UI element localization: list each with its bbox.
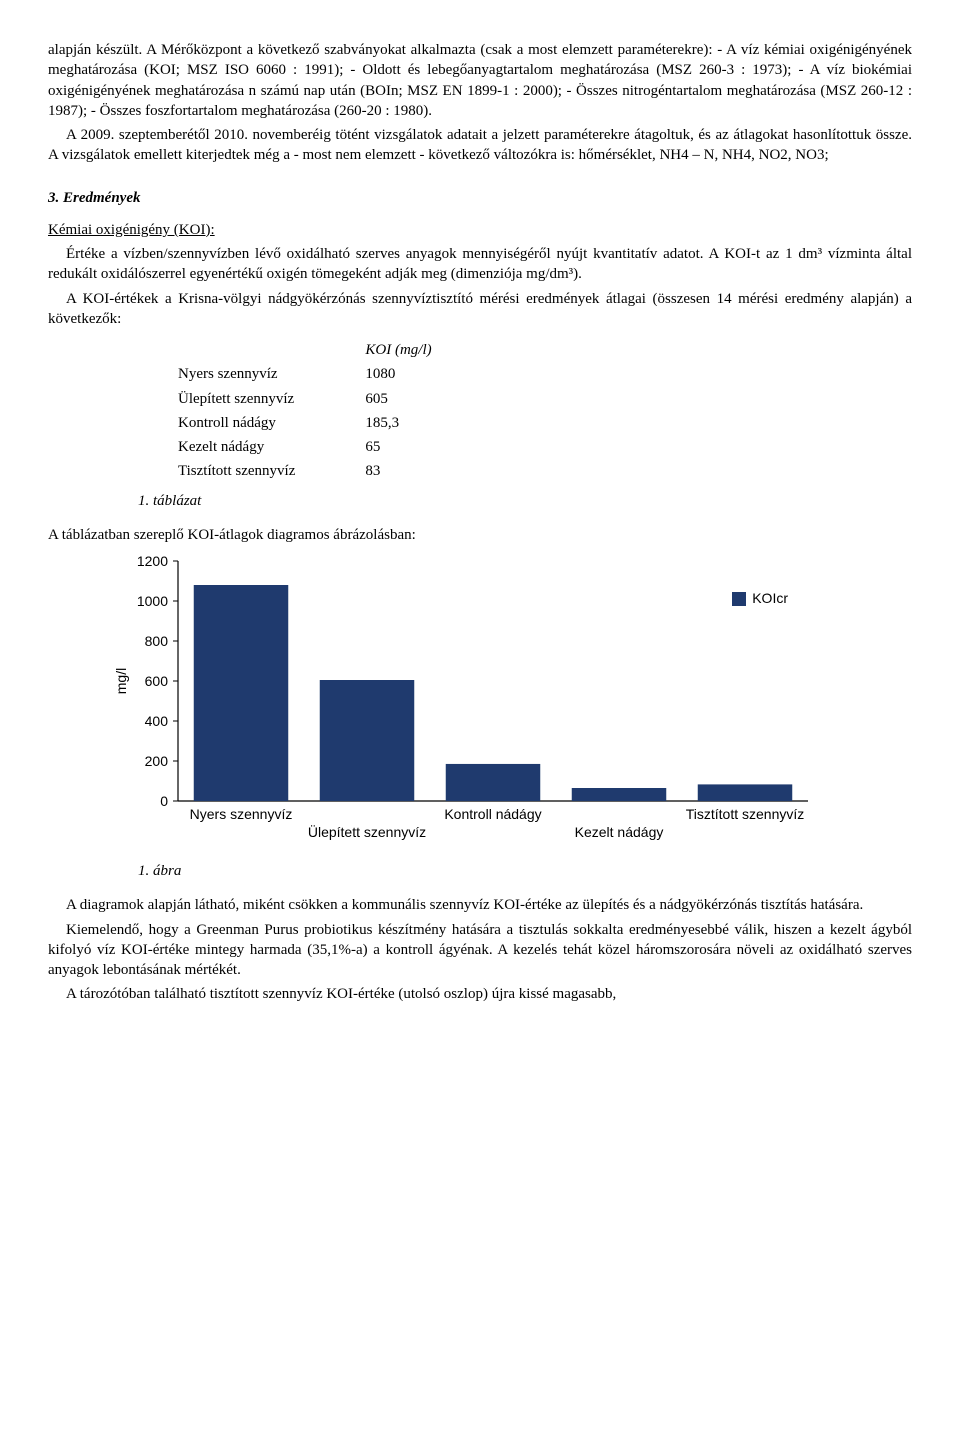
svg-text:200: 200: [145, 753, 169, 769]
table-row: Nyers szennyvíz1080: [170, 363, 440, 385]
row-label: Kontroll nádágy: [170, 412, 303, 434]
paragraph-after-1: A diagramok alapján látható, miként csök…: [48, 895, 912, 915]
row-value: 83: [305, 460, 439, 482]
chart-svg: 0 200 400 600 800 1000 1200 Nyers szennyvíz Ülep…: [108, 551, 828, 851]
table-row: Tisztított szennyvíz83: [170, 460, 440, 482]
svg-text:Tisztított szennyvíz: Tisztított szennyvíz: [686, 806, 805, 822]
row-label: Tisztított szennyvíz: [170, 460, 303, 482]
paragraph-after-2: Kiemelendő, hogy a Greenman Purus probio…: [48, 920, 912, 981]
svg-text:mg/l: mg/l: [113, 668, 129, 694]
koi-heading-text: Kémiai oxigénigény (KOI):: [48, 222, 215, 238]
chart-intro: A táblázatban szereplő KOI-átlagok diagr…: [48, 525, 912, 545]
paragraph-2: A 2009. szeptemberétől 2010. novemberéig…: [48, 125, 912, 166]
koi-paragraph-1: Értéke a vízben/szennyvízben lévő oxidál…: [48, 244, 912, 285]
svg-text:Kezelt nádágy: Kezelt nádágy: [575, 824, 664, 840]
svg-text:1000: 1000: [137, 593, 168, 609]
koi-chart: 0 200 400 600 800 1000 1200 Nyers szennyvíz Ülep…: [108, 551, 828, 851]
row-value: 605: [305, 388, 439, 410]
paragraph-after-3: A tározótóban található tisztított szenn…: [48, 984, 912, 1004]
svg-text:0: 0: [160, 793, 168, 809]
table-row: Kontroll nádágy185,3: [170, 412, 440, 434]
table-row: Ülepített szennyvíz605: [170, 388, 440, 410]
row-value: 185,3: [305, 412, 439, 434]
row-value: 65: [305, 436, 439, 458]
row-label: Ülepített szennyvíz: [170, 388, 303, 410]
svg-text:Kontroll nádágy: Kontroll nádágy: [444, 806, 541, 822]
legend-label: KOIcr: [752, 590, 788, 606]
svg-text:1200: 1200: [137, 553, 168, 569]
chart-legend: KOIcr: [732, 589, 788, 608]
table-caption: 1. táblázat: [138, 491, 912, 511]
svg-text:Ülepített szennyvíz: Ülepített szennyvíz: [308, 823, 426, 840]
legend-swatch: [732, 592, 746, 606]
row-label: Kezelt nádágy: [170, 436, 303, 458]
row-value: 1080: [305, 363, 439, 385]
svg-text:400: 400: [145, 713, 169, 729]
col-header: KOI (mg/l): [305, 339, 439, 361]
table-row: Kezelt nádágy65: [170, 436, 440, 458]
svg-text:600: 600: [145, 673, 169, 689]
figure-caption: 1. ábra: [138, 861, 912, 881]
svg-text:800: 800: [145, 633, 169, 649]
section-3-title: 3. Eredmények: [48, 188, 912, 208]
koi-paragraph-2: A KOI-értékek a Krisna-völgyi nádgyökérz…: [48, 289, 912, 330]
paragraph-1: alapján készült. A Mérőközpont a követke…: [48, 40, 912, 121]
koi-heading: Kémiai oxigénigény (KOI):: [48, 220, 912, 240]
koi-table: KOI (mg/l) Nyers szennyvíz1080 Ülepített…: [168, 337, 912, 485]
row-label: Nyers szennyvíz: [170, 363, 303, 385]
svg-text:Nyers szennyvíz: Nyers szennyvíz: [190, 806, 293, 822]
table-header-row: KOI (mg/l): [170, 339, 440, 361]
